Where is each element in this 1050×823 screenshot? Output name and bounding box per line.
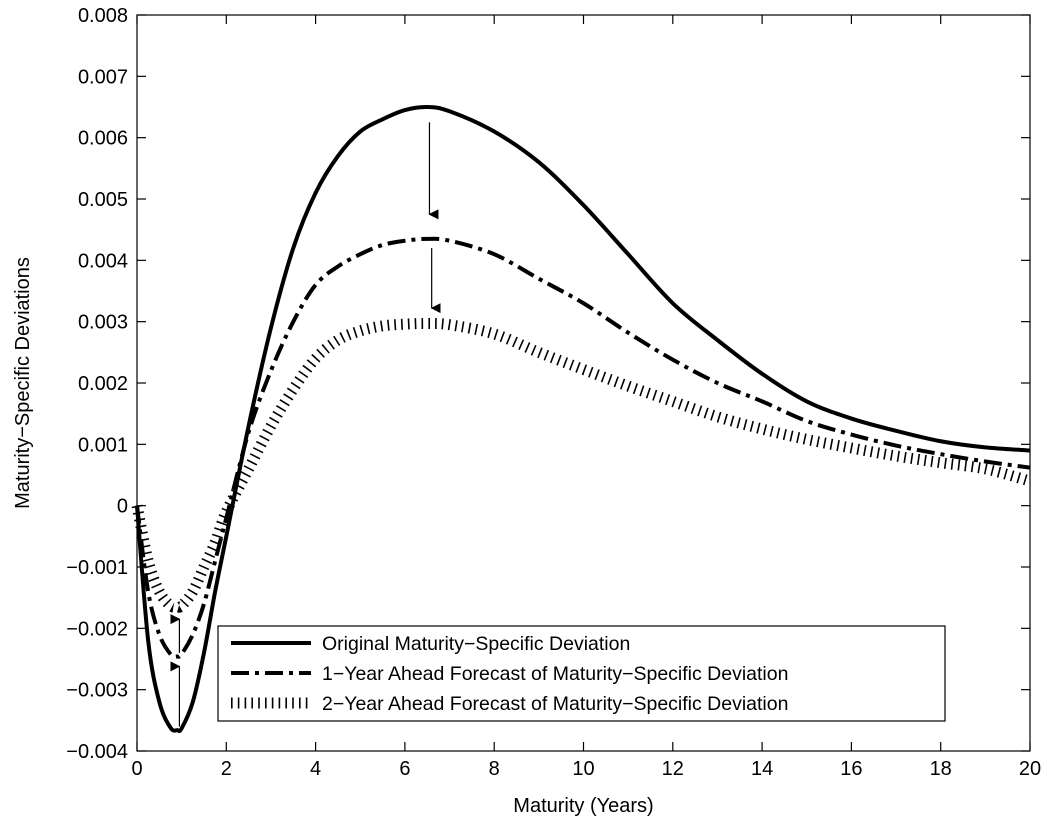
x-axis-title: Maturity (Years): [513, 795, 653, 817]
legend-label-2: 1−Year Ahead Forecast of Maturity−Specif…: [322, 663, 788, 685]
y-axis-title: Maturity−Specific Deviations: [12, 257, 34, 509]
series-layer: [131, 104, 1032, 734]
y-tick-label: −0.002: [66, 618, 128, 640]
x-tick-label: 10: [572, 758, 594, 780]
legend-label-3: 2−Year Ahead Forecast of Maturity−Specif…: [322, 693, 788, 715]
x-tick-label: 2: [221, 758, 232, 780]
x-tick-label: 0: [131, 758, 142, 780]
y-tick-label: 0.008: [78, 5, 128, 27]
legend: Original Maturity−Specific Deviation 1−Ye…: [217, 625, 946, 722]
x-tick-label: 14: [751, 758, 773, 780]
legend-box: [217, 625, 946, 722]
y-tick-label: 0.007: [78, 66, 128, 88]
y-tick-label: 0.006: [78, 128, 128, 150]
annotation-layer: [170, 122, 441, 727]
x-tick-label: 4: [310, 758, 321, 780]
y-tick-label: 0.005: [78, 189, 128, 211]
y-tick-label: −0.003: [66, 680, 128, 702]
x-tick-label: 12: [662, 758, 684, 780]
legend-label-1: Original Maturity−Specific Deviation: [322, 633, 630, 655]
y-tick-label: −0.001: [66, 557, 128, 579]
series-line-3: [131, 317, 1032, 613]
y-tick-label: −0.004: [66, 741, 128, 763]
y-tick-label: 0.001: [78, 434, 128, 456]
x-tick-label: 16: [840, 758, 862, 780]
x-tick-label: 8: [489, 758, 500, 780]
series-line-2: [135, 236, 1031, 659]
y-tick-label: 0: [117, 496, 128, 518]
x-tick-label: 18: [930, 758, 952, 780]
x-tick-label: 6: [399, 758, 410, 780]
tick-layer: 0 2 4 6 8 10 12 14 16 18 20 −0.004 −0.003 −0.002 −0.00…: [66, 5, 1041, 780]
y-tick-label: 0.003: [78, 312, 128, 334]
y-tick-label: 0.004: [78, 250, 128, 272]
series-line-1: [135, 104, 1031, 734]
x-tick-label: 20: [1019, 758, 1041, 780]
y-tick-label: 0.002: [78, 373, 128, 395]
